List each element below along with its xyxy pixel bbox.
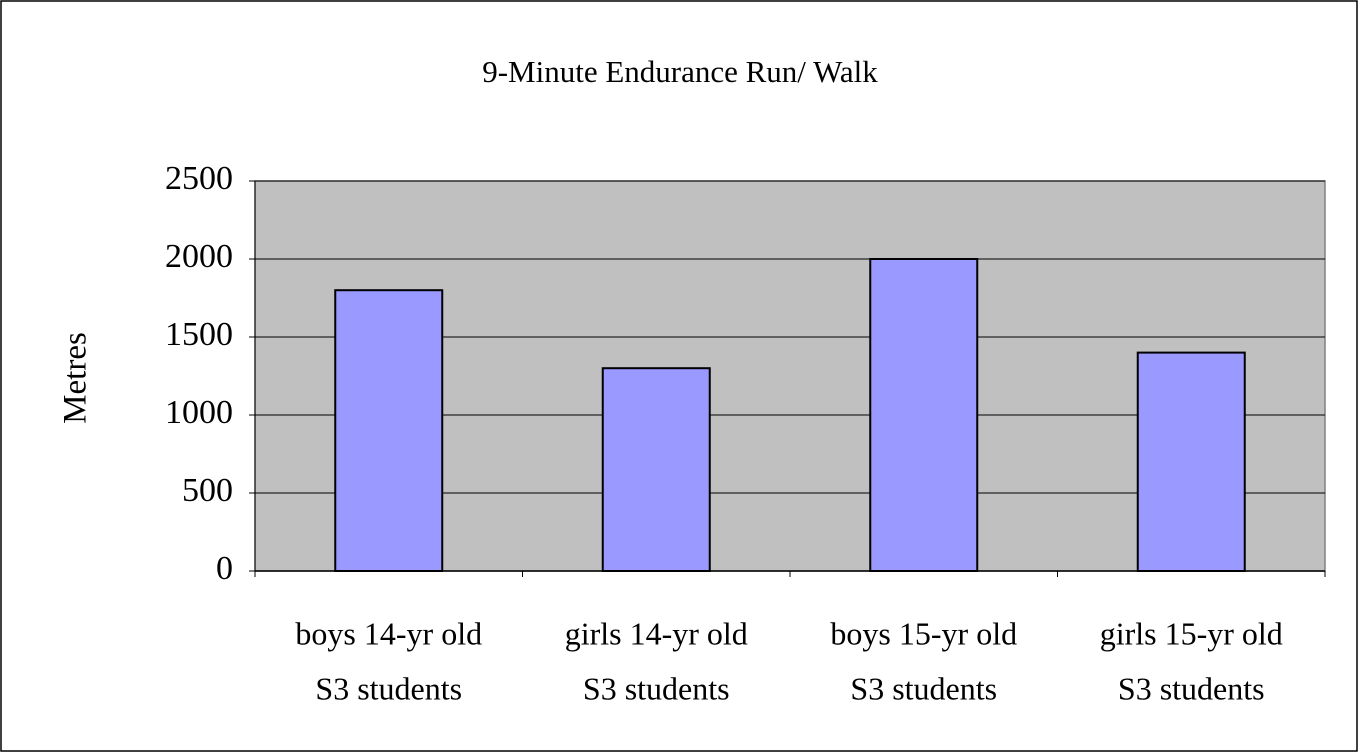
x-tick-label: S3 students (583, 670, 730, 706)
bar (334, 289, 444, 572)
y-tick-label: 2500 (165, 160, 233, 197)
y-tick-label: 1000 (165, 394, 233, 431)
x-tick-label: girls 14-yr old (565, 615, 748, 651)
y-axis-label: Metres (58, 332, 94, 424)
x-tick-label: S3 students (315, 670, 462, 706)
bar (869, 258, 979, 572)
bar (1136, 351, 1246, 572)
y-tick-label: 1500 (165, 316, 233, 353)
x-tick-label: boys 15-yr old (830, 615, 1017, 651)
y-tick-label: 500 (182, 472, 233, 509)
x-tick-label: girls 15-yr old (1100, 615, 1283, 651)
x-tick-label: boys 14-yr old (295, 615, 482, 651)
x-tick-label: S3 students (1118, 670, 1265, 706)
y-tick-label: 2000 (165, 238, 233, 275)
bar (601, 367, 711, 573)
y-tick-label: 0 (216, 550, 233, 587)
x-tick-label: S3 students (850, 670, 997, 706)
chart-title: 9-Minute Endurance Run/ Walk (482, 54, 878, 89)
